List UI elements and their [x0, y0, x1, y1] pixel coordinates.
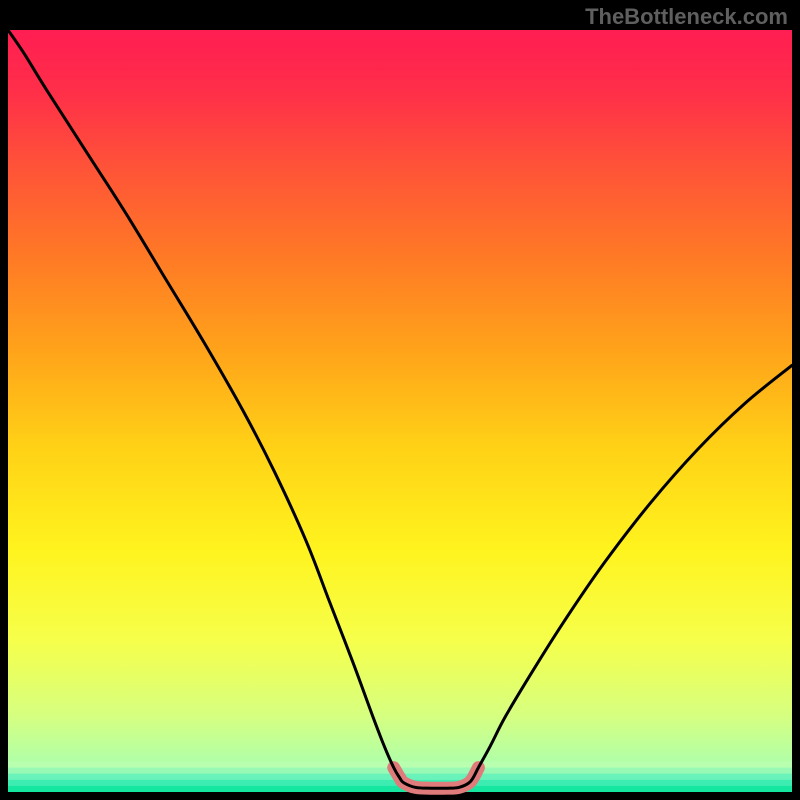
chart-svg: [0, 0, 800, 800]
plot-area: [8, 30, 792, 792]
bottleneck-chart: TheBottleneck.com: [0, 0, 800, 800]
plot-background: [8, 30, 792, 792]
attribution-label: TheBottleneck.com: [585, 4, 788, 30]
